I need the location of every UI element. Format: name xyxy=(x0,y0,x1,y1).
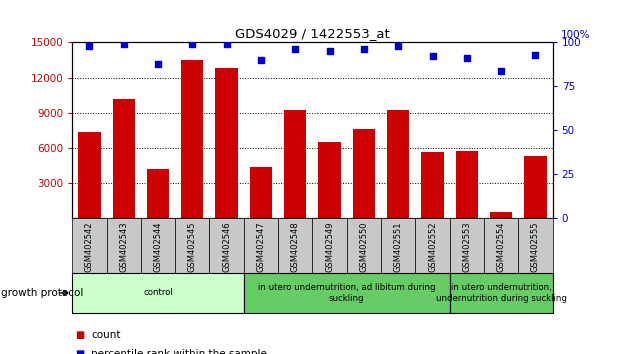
Text: 100%: 100% xyxy=(561,30,590,40)
Bar xyxy=(78,132,100,218)
Bar xyxy=(318,142,341,218)
Title: GDS4029 / 1422553_at: GDS4029 / 1422553_at xyxy=(235,27,390,40)
Text: count: count xyxy=(91,330,121,339)
Bar xyxy=(278,218,312,273)
Bar xyxy=(147,169,169,218)
Bar xyxy=(450,218,484,273)
Bar xyxy=(518,218,553,273)
Text: GSM402551: GSM402551 xyxy=(394,222,403,272)
Text: GSM402543: GSM402543 xyxy=(119,222,128,272)
Bar xyxy=(72,273,244,313)
Text: in utero undernutrition, ad libitum during
suckling: in utero undernutrition, ad libitum duri… xyxy=(258,283,435,303)
Bar xyxy=(107,218,141,273)
Bar xyxy=(484,218,518,273)
Point xyxy=(496,68,506,73)
Text: GSM402549: GSM402549 xyxy=(325,222,334,272)
Text: GSM402545: GSM402545 xyxy=(188,222,197,272)
Text: ■: ■ xyxy=(75,330,85,339)
Point xyxy=(393,43,403,49)
Text: in utero undernutrition,
undernutrition during suckling: in utero undernutrition, undernutrition … xyxy=(436,283,566,303)
Point xyxy=(187,41,197,47)
Bar xyxy=(210,218,244,273)
Bar xyxy=(387,110,409,218)
Point xyxy=(359,47,369,52)
Text: GSM402555: GSM402555 xyxy=(531,222,540,272)
Text: GSM402554: GSM402554 xyxy=(497,222,506,272)
Bar xyxy=(421,152,444,218)
Text: GSM402547: GSM402547 xyxy=(256,222,266,272)
Bar xyxy=(381,218,415,273)
Point xyxy=(531,52,541,58)
Bar xyxy=(450,273,553,313)
Text: control: control xyxy=(143,289,173,297)
Text: GSM402548: GSM402548 xyxy=(291,222,300,272)
Text: GSM402550: GSM402550 xyxy=(359,222,369,272)
Text: GSM402552: GSM402552 xyxy=(428,222,437,272)
Bar xyxy=(244,218,278,273)
Bar xyxy=(244,273,450,313)
Bar xyxy=(141,218,175,273)
Point xyxy=(119,41,129,47)
Point xyxy=(462,56,472,61)
Bar xyxy=(175,218,210,273)
Bar xyxy=(347,218,381,273)
Text: GSM402546: GSM402546 xyxy=(222,222,231,272)
Text: GSM402542: GSM402542 xyxy=(85,222,94,272)
Text: GSM402544: GSM402544 xyxy=(153,222,163,272)
Bar xyxy=(524,156,546,218)
Bar xyxy=(353,129,375,218)
Bar xyxy=(72,218,107,273)
Bar xyxy=(112,98,135,218)
Bar xyxy=(181,60,203,218)
Bar xyxy=(284,110,306,218)
Point xyxy=(222,41,232,47)
Bar xyxy=(215,68,238,218)
Bar xyxy=(490,212,512,218)
Text: GSM402553: GSM402553 xyxy=(462,222,472,272)
Text: percentile rank within the sample: percentile rank within the sample xyxy=(91,349,267,354)
Point xyxy=(84,43,94,49)
Text: ■: ■ xyxy=(75,349,85,354)
Text: growth protocol: growth protocol xyxy=(1,288,84,298)
Bar xyxy=(415,218,450,273)
Point xyxy=(428,54,438,59)
Point xyxy=(290,47,300,52)
Point xyxy=(256,57,266,63)
Point xyxy=(325,48,335,54)
Bar xyxy=(312,218,347,273)
Bar xyxy=(250,167,272,218)
Bar xyxy=(456,151,478,218)
Point xyxy=(153,61,163,66)
